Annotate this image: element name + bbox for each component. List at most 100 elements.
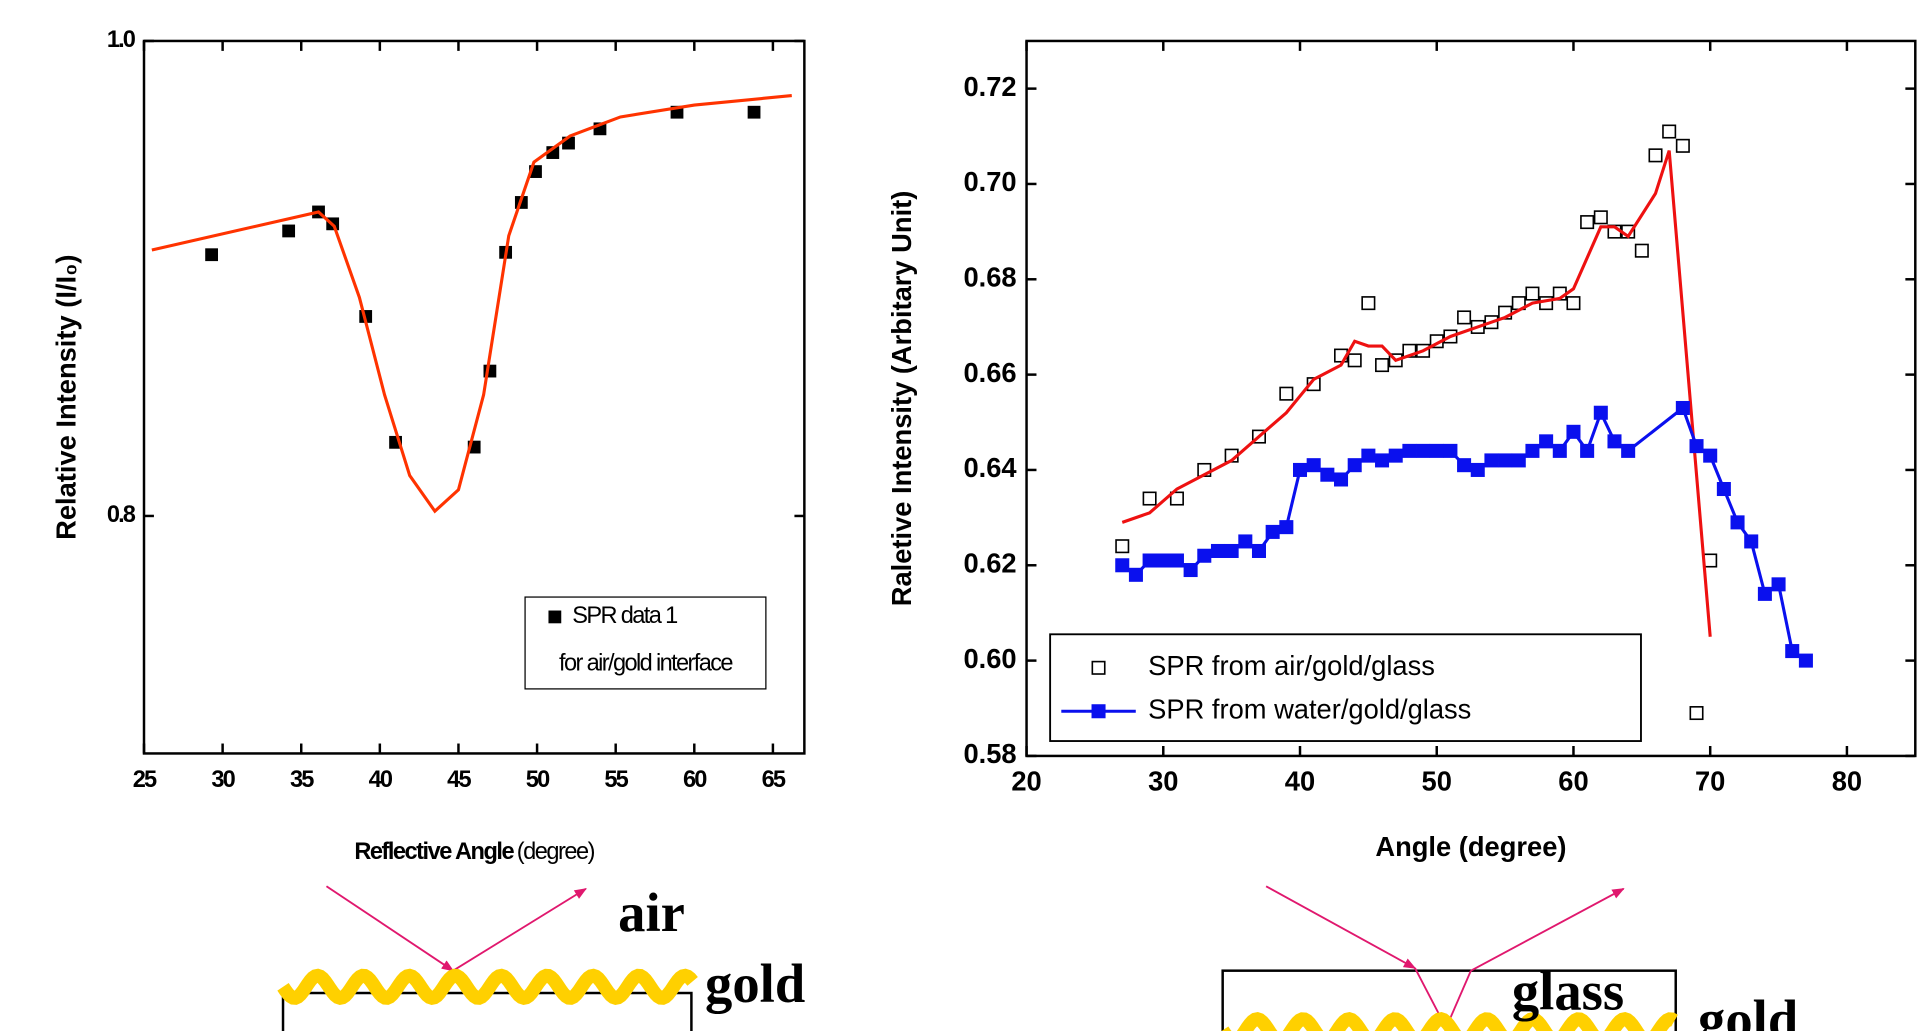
legend-marker bbox=[548, 610, 562, 624]
data-point bbox=[1716, 481, 1731, 497]
y-tick-label: 0.72 bbox=[963, 71, 1016, 102]
data-point bbox=[1525, 443, 1540, 458]
data-point bbox=[1279, 386, 1294, 401]
x-tick-label: 20 bbox=[1011, 765, 1041, 796]
data-point bbox=[1771, 577, 1786, 592]
right-diagram: glass gold bbox=[1221, 885, 1798, 1031]
data-point bbox=[1689, 439, 1704, 454]
data-point bbox=[1552, 443, 1567, 458]
data-point bbox=[1197, 548, 1212, 563]
medium-label: glass bbox=[1512, 960, 1624, 1021]
data-point bbox=[1484, 453, 1499, 468]
legend-box bbox=[524, 596, 767, 690]
chart: 25 30 35 40 45 50 55 60 65 1.0 0.8 Reflective Angle… bbox=[51, 26, 806, 864]
data-point bbox=[1662, 124, 1677, 139]
data-point bbox=[1416, 443, 1431, 458]
data-point bbox=[1279, 520, 1294, 535]
data-point bbox=[1566, 424, 1581, 439]
data-point bbox=[483, 364, 497, 378]
data-point bbox=[1689, 706, 1704, 721]
data-point bbox=[282, 224, 296, 238]
x-axis-title: Angle (degree) bbox=[1375, 831, 1566, 862]
x-tick-label: 70 bbox=[1695, 765, 1725, 796]
data-point bbox=[1511, 453, 1526, 468]
x-tick-label: 25 bbox=[133, 766, 157, 792]
legend-marker bbox=[1091, 704, 1106, 719]
data-point bbox=[1224, 543, 1239, 558]
medium-label: air bbox=[618, 882, 685, 943]
y-axis-title: Relative Intensity (I/I₀) bbox=[51, 255, 82, 540]
data-point bbox=[1675, 400, 1690, 415]
data-point bbox=[1115, 539, 1130, 554]
legend-label: SPR data 1 bbox=[572, 602, 677, 628]
x-tick-label: 60 bbox=[683, 766, 707, 792]
gold-layer bbox=[1221, 1012, 1678, 1031]
data-point bbox=[1525, 286, 1540, 301]
data-point bbox=[1757, 586, 1772, 601]
data-point bbox=[1169, 553, 1184, 568]
chart: 20 30 40 50 60 70 80 0.58 0.60 0.62 0.64 0.66 0.68 0.… bbox=[886, 39, 1917, 862]
left-diagram: air gold bbox=[277, 882, 805, 1031]
x-tick-label: 50 bbox=[1422, 765, 1452, 796]
legend-box bbox=[1049, 633, 1642, 742]
x-axis-title-main: Reflective Angle bbox=[354, 838, 514, 864]
data-point bbox=[1306, 458, 1321, 473]
y-tick-label: 0.66 bbox=[963, 357, 1016, 388]
x-tick-label: 30 bbox=[1148, 765, 1178, 796]
data-point bbox=[1730, 515, 1745, 530]
data-point bbox=[1292, 462, 1308, 477]
data-point bbox=[1566, 296, 1581, 311]
prism bbox=[1221, 969, 1677, 1031]
data-point bbox=[1539, 434, 1554, 449]
x-tick-label: 45 bbox=[447, 766, 471, 792]
data-point bbox=[1183, 563, 1198, 578]
data-point bbox=[1320, 467, 1335, 482]
data-point bbox=[1388, 448, 1403, 463]
x-tick-label: 80 bbox=[1832, 765, 1862, 796]
x-tick-label: 40 bbox=[369, 766, 393, 792]
data-point bbox=[1607, 434, 1622, 449]
data-point bbox=[1580, 443, 1595, 458]
x-tick-label: 40 bbox=[1285, 765, 1315, 796]
data-point bbox=[1375, 358, 1390, 373]
data-point bbox=[1402, 443, 1417, 458]
data-point bbox=[1361, 296, 1376, 311]
charts: 25 30 35 40 45 50 55 60 65 1.0 0.8 Reflective Angle… bbox=[51, 26, 1917, 864]
data-point bbox=[1498, 453, 1513, 468]
metal-label: gold bbox=[1698, 989, 1798, 1031]
y-tick-label: 0.8 bbox=[107, 501, 136, 527]
data-point bbox=[1347, 458, 1362, 473]
data-point bbox=[1115, 558, 1130, 573]
data-point bbox=[1142, 553, 1157, 568]
data-point bbox=[1156, 553, 1171, 568]
data-point bbox=[1593, 405, 1608, 420]
gold-layer bbox=[277, 968, 698, 1006]
data-point bbox=[1251, 543, 1267, 558]
metal-label: gold bbox=[705, 953, 805, 1014]
incident-ray bbox=[1265, 885, 1417, 970]
y-tick-label: 0.58 bbox=[963, 738, 1016, 769]
series-line bbox=[151, 94, 792, 514]
data-point bbox=[1347, 353, 1362, 368]
data-point bbox=[1128, 567, 1143, 582]
y-tick-label: 0.68 bbox=[963, 262, 1016, 293]
x-axis-title-unit: (degree) bbox=[517, 838, 595, 864]
data-point bbox=[1238, 534, 1253, 549]
data-point bbox=[1703, 553, 1718, 568]
data-point bbox=[1785, 644, 1800, 659]
data-point bbox=[1361, 448, 1376, 463]
data-point bbox=[1634, 243, 1649, 258]
data-point bbox=[1648, 148, 1663, 163]
data-point bbox=[1744, 534, 1759, 549]
legend-label: SPR from air/gold/glass bbox=[1148, 650, 1435, 681]
y-tick-label: 1.0 bbox=[107, 26, 136, 52]
data-point bbox=[389, 435, 402, 449]
x-tick-label: 30 bbox=[211, 766, 235, 792]
reflected-ray bbox=[1470, 887, 1625, 972]
y-tick-label: 0.62 bbox=[963, 547, 1016, 578]
series-line bbox=[1121, 150, 1712, 637]
data-point bbox=[205, 248, 219, 262]
data-point bbox=[1621, 443, 1636, 458]
y-tick-label: 0.64 bbox=[963, 452, 1017, 483]
